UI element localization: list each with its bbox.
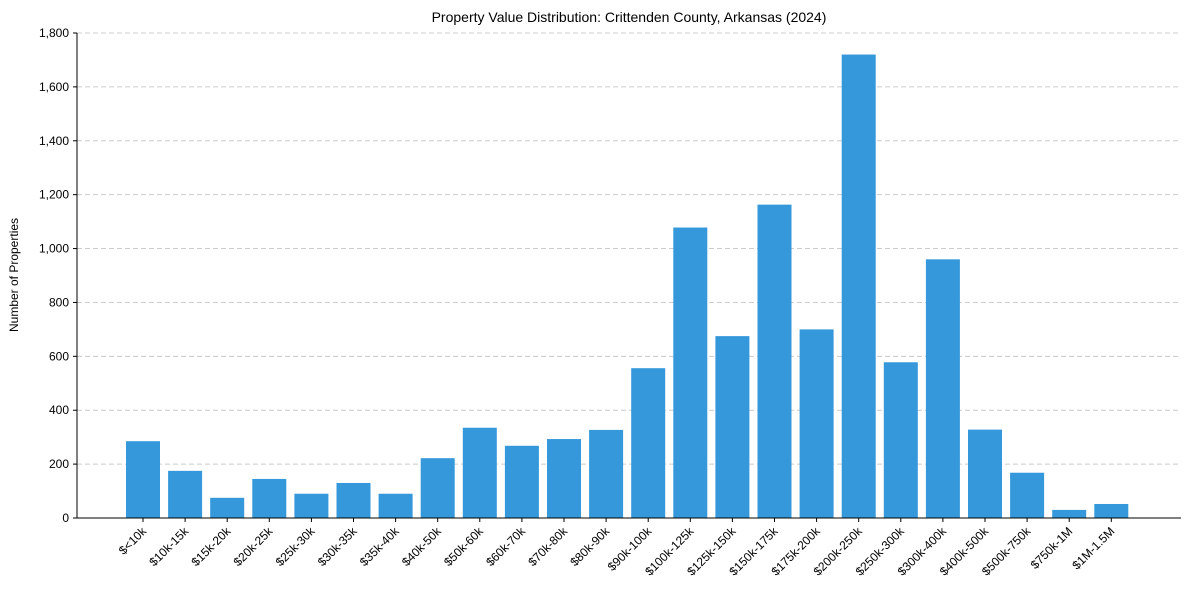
x-tick-label: $20k-25k [231, 524, 277, 570]
bar [925, 259, 960, 518]
x-tick-label: $<10k [116, 524, 150, 558]
bar [547, 439, 581, 518]
bar [968, 429, 1002, 518]
y-tick-label: 0 [62, 511, 69, 525]
bar [294, 493, 329, 518]
bar [1094, 503, 1129, 518]
bar [841, 54, 876, 519]
bar [504, 445, 539, 518]
y-tick-label: 800 [49, 295, 69, 309]
y-axis-label: Number of Properties [7, 218, 21, 332]
y-tick-label: 1,200 [39, 188, 69, 202]
bar [715, 336, 750, 518]
x-tick-label: $30k-35k [315, 524, 361, 570]
bar [378, 493, 413, 518]
x-tick-label: $1M-1.5M [1069, 524, 1117, 572]
chart-title: Property Value Distribution: Crittenden … [432, 9, 827, 25]
x-tick-label: $60k-70k [483, 524, 529, 570]
x-tick-label: $25k-30k [273, 524, 319, 570]
x-tick-label: $10k-15k [146, 524, 192, 570]
x-ticks-group: $<10k$10k-15k$15k-20k$20k-25k$25k-30k$30… [116, 518, 1117, 578]
bar [673, 227, 708, 519]
bar [589, 429, 624, 518]
y-tick-label: 1,600 [39, 80, 69, 94]
bar [1010, 472, 1045, 518]
y-tick-label: 600 [49, 349, 69, 363]
bar [210, 497, 245, 518]
y-tick-label: 1,800 [39, 26, 69, 40]
bar [1052, 509, 1087, 518]
y-tick-label: 400 [49, 403, 69, 417]
bar [631, 368, 666, 518]
x-tick-label: $750k-1M [1028, 524, 1076, 572]
y-tick-label: 200 [49, 457, 69, 471]
bar [883, 362, 918, 518]
bar [757, 204, 792, 518]
x-tick-label: $70k-80k [525, 524, 571, 570]
bars-group [126, 54, 1129, 519]
bar [462, 427, 497, 518]
bar [168, 470, 203, 518]
y-tick-label: 1,400 [39, 134, 69, 148]
x-tick-label: $15k-20k [189, 524, 235, 570]
bar [420, 458, 455, 518]
grid-lines [77, 32, 1181, 465]
bar [126, 441, 160, 518]
y-ticks-group: 0 200 400 600 800 1,000 1,200 1,400 1,600 1,800 [39, 26, 77, 525]
x-tick-label: $50k-60k [441, 524, 487, 570]
y-tick-label: 1,000 [39, 242, 69, 256]
x-tick-label: $35k-40k [357, 524, 403, 570]
bar [252, 478, 287, 518]
bar [336, 482, 371, 518]
axes-group [76, 33, 1181, 519]
x-tick-label: $40k-50k [399, 524, 445, 570]
bar [799, 329, 834, 518]
